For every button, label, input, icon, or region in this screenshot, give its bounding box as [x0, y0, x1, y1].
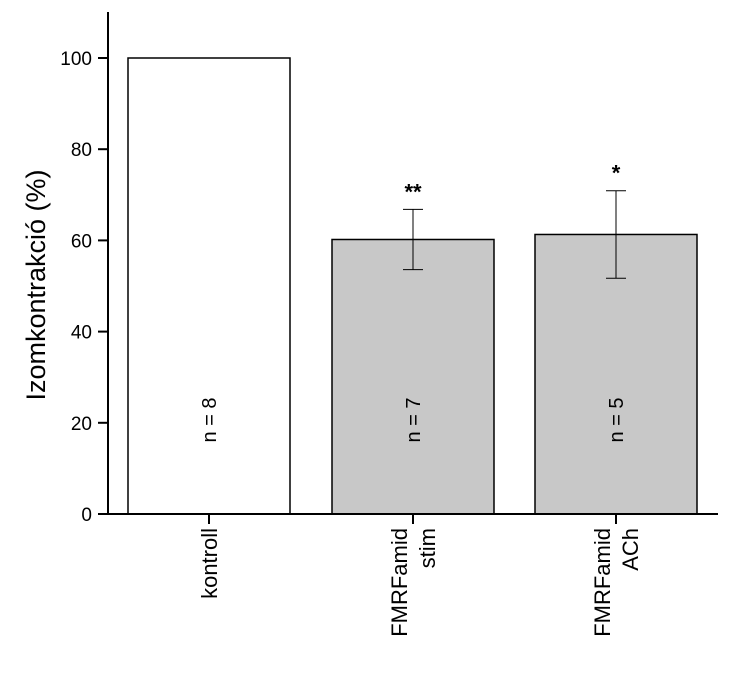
category-label-1-0: FMRFamid [387, 528, 412, 637]
n-label-1: n = 7 [403, 397, 425, 442]
category-label-2-0: FMRFamid [590, 528, 615, 637]
significance-label-2: * [612, 161, 621, 186]
bar-0 [127, 57, 291, 515]
axes-layer [98, 12, 718, 524]
y-tick-label-2: 40 [71, 323, 92, 344]
y-axis-label: Izomkontrakció (%) [21, 169, 51, 400]
significance-label-1: ** [404, 179, 422, 204]
y-tick-label-0: 0 [81, 505, 92, 526]
y-tick-label-5: 100 [60, 49, 92, 70]
y-tick-label-1: 20 [71, 414, 92, 435]
category-label-0-0: kontroll [197, 528, 222, 599]
n-label-2: n = 5 [606, 397, 628, 442]
category-label-1-1: stim [415, 528, 440, 568]
n-label-0: n = 8 [199, 397, 221, 442]
category-label-2-1: ACh [618, 528, 643, 571]
bar-1 [331, 238, 495, 515]
labels-layer: 0 20 40 60 80 100 n = 8 kontroll ** n = 7 FMRFamid… [60, 49, 643, 637]
bars-layer [127, 57, 698, 515]
bar-2 [534, 233, 698, 515]
error-bars-layer [403, 190, 626, 279]
y-tick-label-3: 60 [71, 231, 92, 252]
y-tick-label-4: 80 [71, 140, 92, 161]
